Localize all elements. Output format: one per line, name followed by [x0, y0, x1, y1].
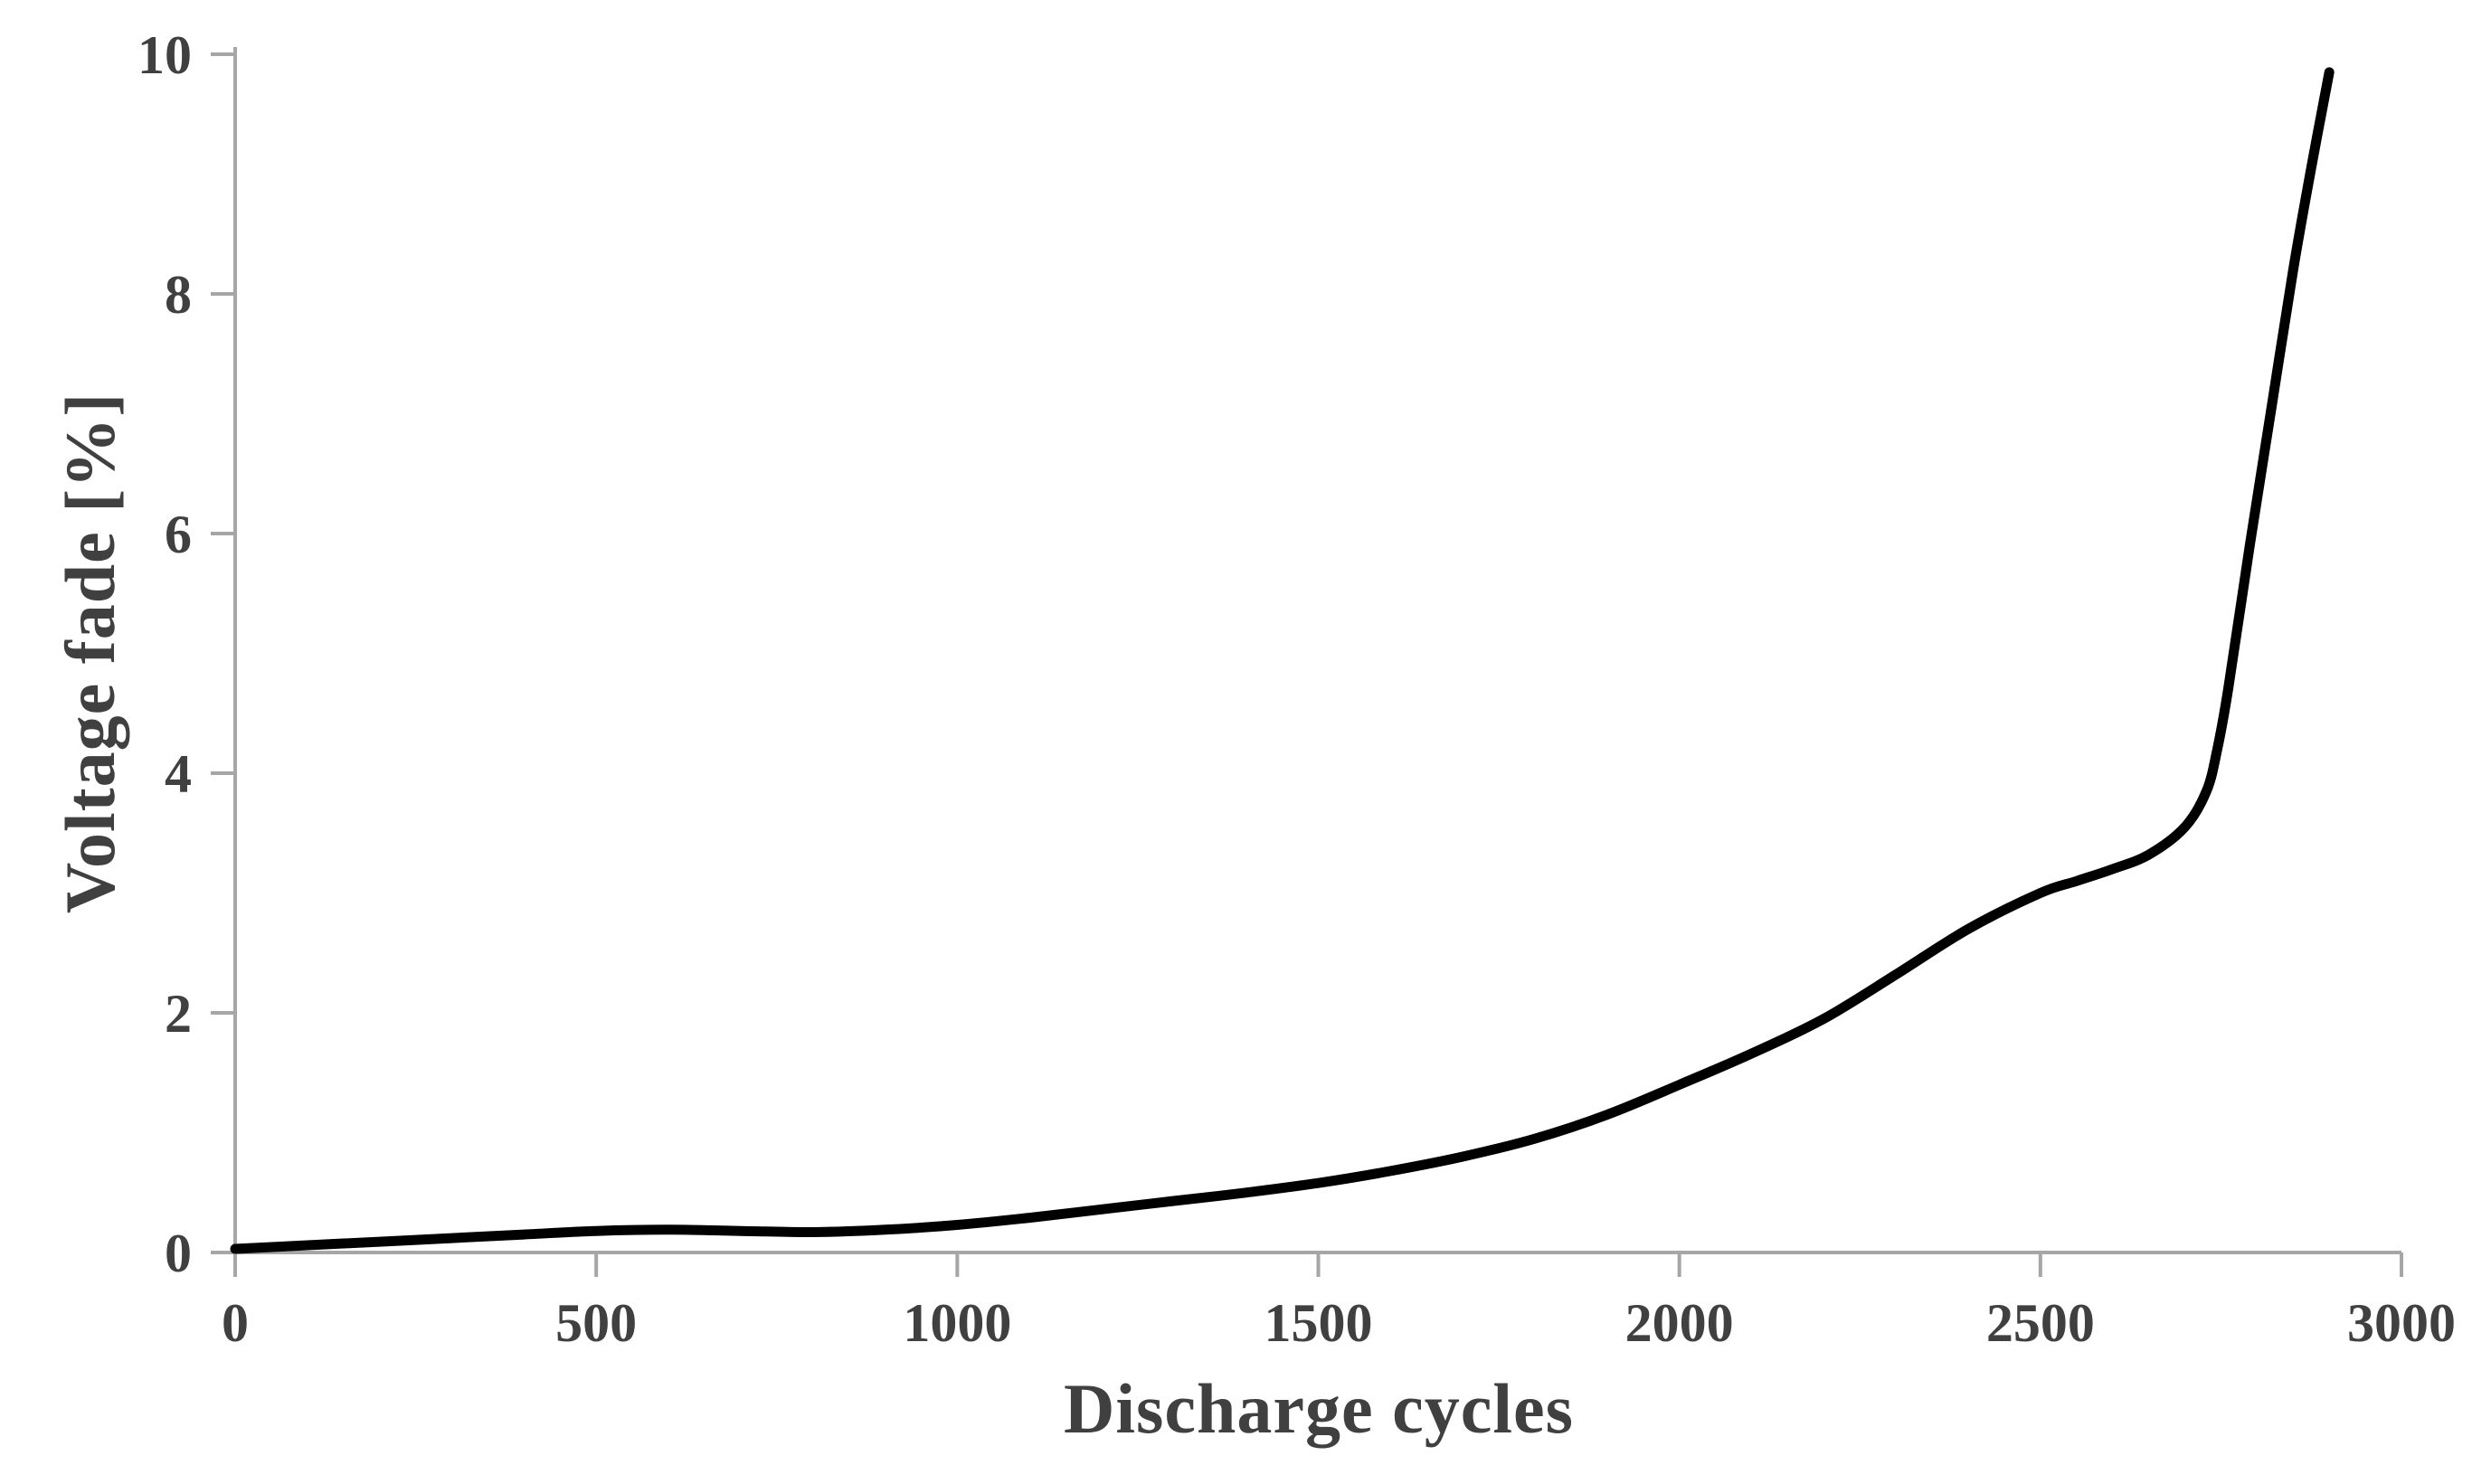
- x-tick-label: 3000: [2347, 1293, 2456, 1353]
- y-tick-label: 10: [137, 25, 192, 85]
- y-tick-label: 0: [165, 1224, 192, 1283]
- y-axis-title: Voltage fade [%]: [51, 392, 129, 914]
- x-tick-label: 500: [555, 1293, 637, 1353]
- series-voltage-fade-line: [230, 67, 2335, 1254]
- x-tick-label: 2500: [1986, 1293, 2095, 1353]
- y-tick-label: 4: [165, 744, 192, 804]
- x-tick-label: 1500: [1264, 1293, 1373, 1353]
- x-tick-label: 1000: [903, 1293, 1011, 1353]
- x-axis-title: Discharge cycles: [1064, 1369, 1574, 1448]
- x-tick-label: 2000: [1625, 1293, 1734, 1353]
- x-tick-label: 0: [222, 1293, 249, 1353]
- y-tick-label: 2: [165, 984, 192, 1044]
- y-tick-label: 8: [165, 265, 192, 325]
- y-tick-label: 6: [165, 505, 192, 564]
